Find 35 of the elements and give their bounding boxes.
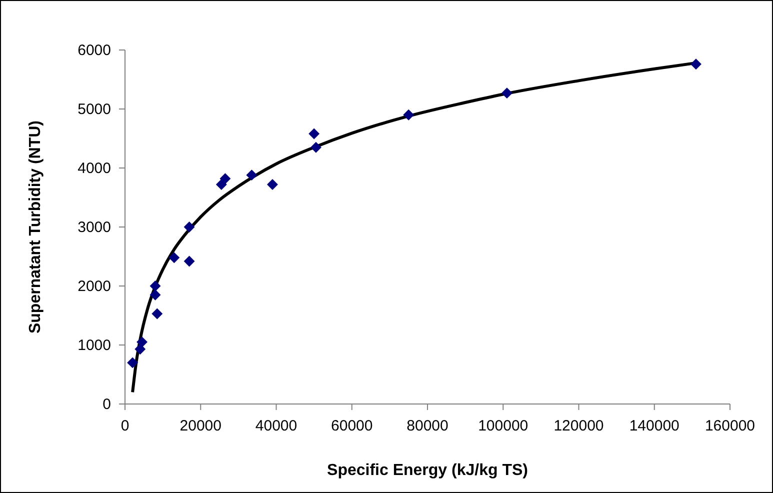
x-axis-title: Specific Energy (kJ/kg TS) bbox=[327, 462, 528, 479]
point bbox=[168, 252, 180, 264]
y-tick-label: 2000 bbox=[78, 278, 111, 295]
x-tick-label: 20000 bbox=[180, 418, 222, 435]
point bbox=[403, 109, 414, 120]
point bbox=[266, 179, 278, 190]
y-tick-label: 4000 bbox=[78, 160, 111, 177]
y-tick-label: 6000 bbox=[78, 42, 111, 59]
point bbox=[690, 58, 702, 70]
x-tick-label: 40000 bbox=[255, 418, 298, 435]
point bbox=[308, 128, 320, 140]
y-tick-label: 1000 bbox=[78, 336, 111, 354]
point bbox=[310, 142, 322, 153]
x-tick-label: 160000 bbox=[704, 418, 756, 435]
y-tick-label: 3000 bbox=[78, 218, 111, 236]
x-tick-label: 0 bbox=[120, 418, 130, 435]
x-tick-label: 100000 bbox=[478, 418, 528, 435]
y-tick-label: 5000 bbox=[78, 100, 111, 118]
x-tick-label: 140000 bbox=[629, 418, 680, 435]
point bbox=[136, 336, 148, 348]
point bbox=[216, 179, 227, 190]
x-tick-label: 80000 bbox=[406, 418, 448, 435]
point bbox=[127, 357, 138, 368]
y-axis-title: Supernatant Turbidity (NTU) bbox=[27, 120, 44, 334]
point bbox=[246, 170, 258, 181]
point bbox=[501, 88, 512, 99]
x-tick-label: 60000 bbox=[331, 418, 373, 435]
y-tick-label: 0 bbox=[102, 396, 111, 413]
point bbox=[184, 222, 195, 232]
point bbox=[152, 308, 163, 320]
x-tick-label: 120000 bbox=[554, 418, 604, 435]
point bbox=[150, 280, 161, 292]
point bbox=[184, 256, 195, 267]
point bbox=[150, 289, 161, 300]
point bbox=[220, 173, 231, 184]
